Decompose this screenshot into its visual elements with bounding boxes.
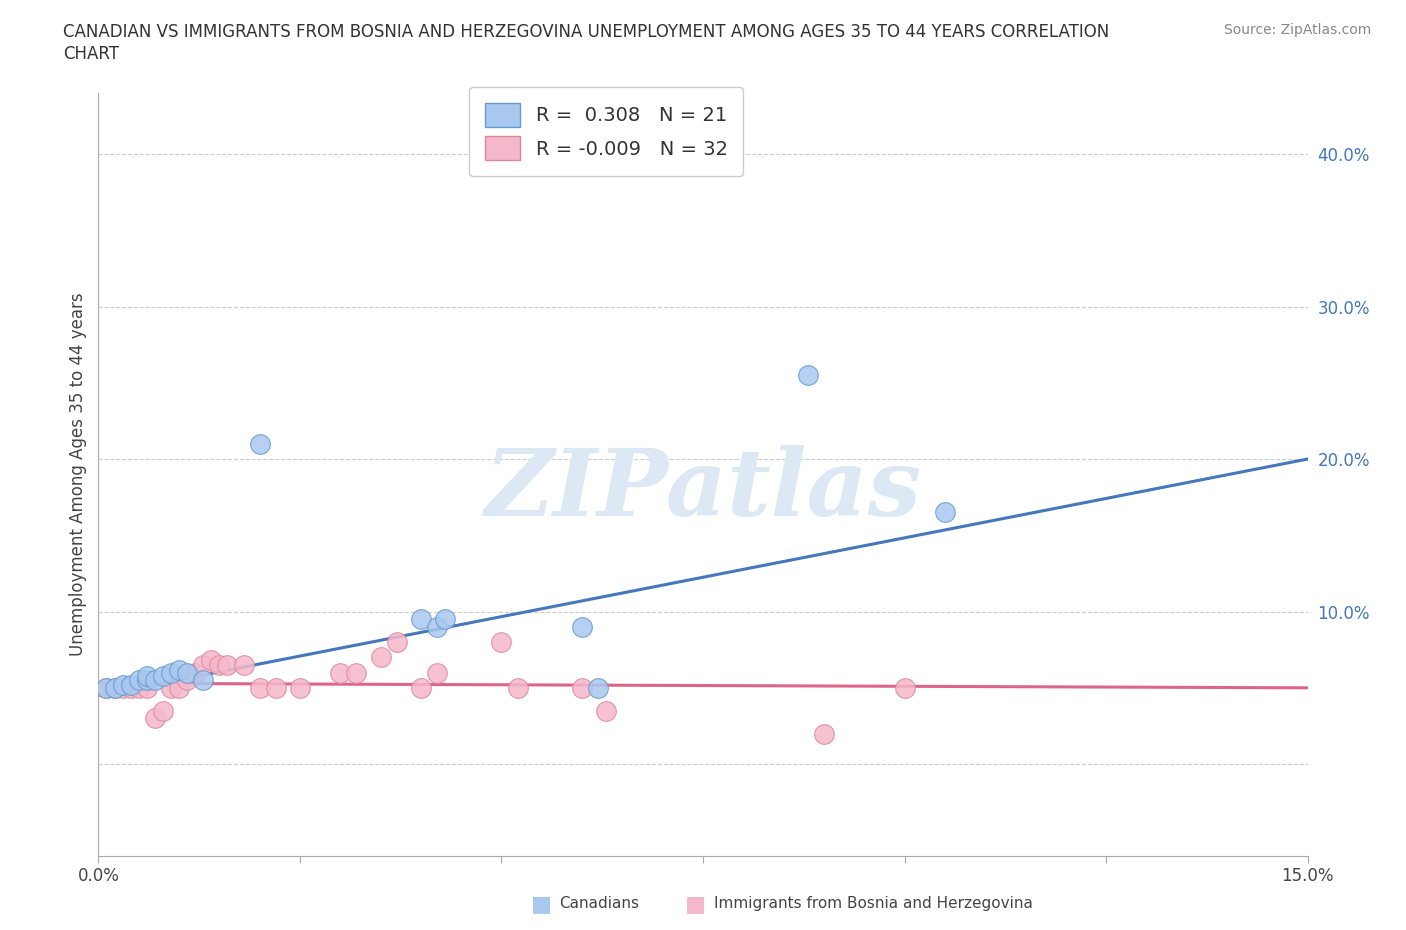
Point (160, 665, 183, 680)
Point (232, 658, 254, 672)
Point (571, 681, 593, 696)
Point (385, 634, 408, 649)
Point (103, 681, 125, 696)
Point (167, 681, 190, 696)
Point (217, 658, 239, 672)
Point (409, 612, 432, 627)
Text: ZIPatlas: ZIPatlas (485, 445, 921, 535)
Point (586, 681, 609, 696)
Point (426, 665, 449, 680)
Point (111, 677, 134, 692)
Point (434, 612, 457, 627)
Point (135, 668, 157, 683)
Point (813, 726, 835, 741)
Point (128, 681, 150, 696)
Point (176, 665, 198, 680)
Legend: R =  0.308   N = 21, R = -0.009   N = 32: R = 0.308 N = 21, R = -0.009 N = 32 (470, 87, 744, 176)
Point (143, 672, 166, 687)
Point (193, 658, 215, 672)
Point (426, 619, 449, 634)
Point (120, 681, 142, 696)
Point (208, 658, 231, 672)
Point (249, 436, 271, 451)
Point (96, 681, 118, 696)
Point (249, 681, 271, 696)
Point (167, 662, 190, 677)
Point (135, 681, 157, 696)
Text: CHART: CHART (63, 45, 120, 62)
Point (571, 619, 593, 634)
Point (143, 711, 166, 725)
Point (344, 665, 367, 680)
Point (120, 677, 142, 692)
Point (103, 681, 125, 696)
Point (135, 672, 157, 687)
Point (184, 665, 207, 680)
Text: ■: ■ (686, 894, 706, 914)
Point (329, 665, 352, 680)
Y-axis label: Unemployment Among Ages 35 to 44 years: Unemployment Among Ages 35 to 44 years (69, 293, 87, 656)
Point (595, 703, 617, 718)
Point (288, 681, 311, 696)
Point (152, 668, 174, 683)
Point (176, 672, 198, 687)
Point (128, 672, 150, 687)
Point (193, 672, 215, 687)
Point (160, 681, 183, 696)
Point (152, 703, 174, 718)
Point (491, 634, 513, 649)
Point (893, 681, 915, 696)
Point (934, 505, 956, 520)
Point (264, 681, 287, 696)
Text: ■: ■ (531, 894, 551, 914)
Text: Canadians: Canadians (560, 897, 640, 911)
Point (797, 367, 820, 382)
Point (409, 681, 432, 696)
Point (370, 650, 392, 665)
Point (111, 681, 134, 696)
Point (506, 681, 529, 696)
Point (96, 681, 118, 696)
Text: CANADIAN VS IMMIGRANTS FROM BOSNIA AND HERZEGOVINA UNEMPLOYMENT AMONG AGES 35 TO: CANADIAN VS IMMIGRANTS FROM BOSNIA AND H… (63, 23, 1109, 41)
Text: Immigrants from Bosnia and Herzegovina: Immigrants from Bosnia and Herzegovina (714, 897, 1033, 911)
Text: Source: ZipAtlas.com: Source: ZipAtlas.com (1223, 23, 1371, 37)
Point (200, 653, 222, 668)
